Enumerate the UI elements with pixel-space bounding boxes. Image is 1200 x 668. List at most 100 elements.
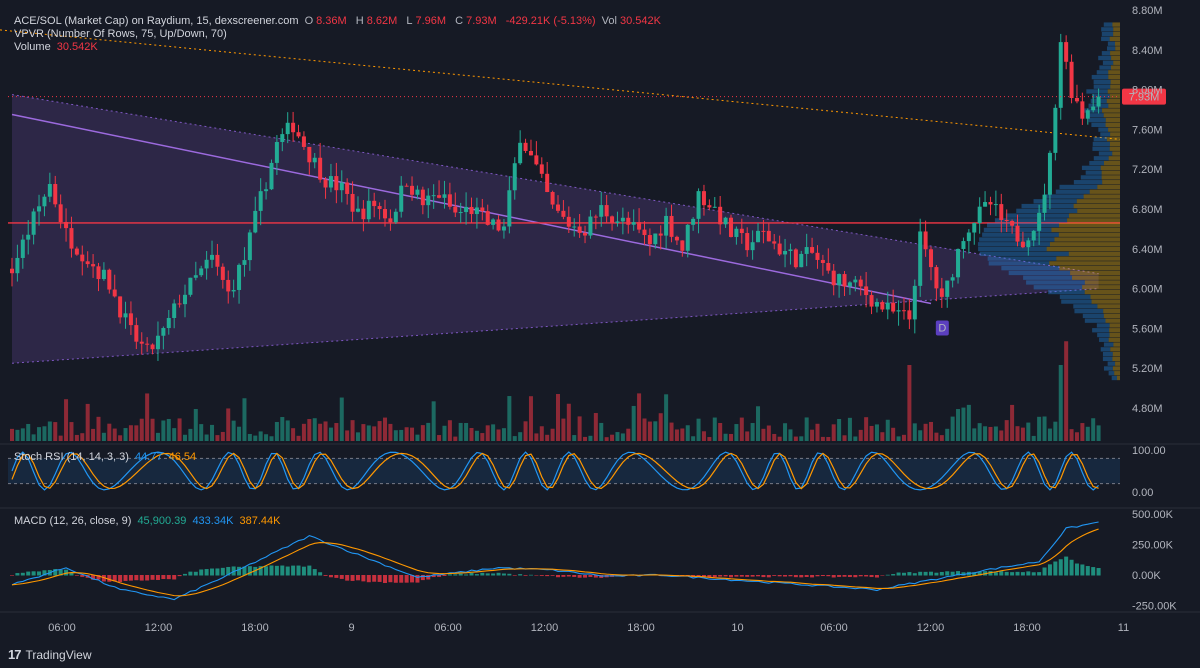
candle-body	[983, 202, 988, 207]
candle-body	[583, 232, 588, 236]
vpvr-row-down	[1072, 275, 1120, 280]
candle-body	[756, 230, 761, 243]
candle-body	[701, 191, 706, 206]
macd-histogram-bar	[561, 575, 566, 577]
macd-histogram-bar	[556, 575, 560, 578]
macd-histogram-bar	[399, 575, 404, 583]
vpvr-row-up	[977, 242, 1050, 247]
candle-body	[669, 215, 674, 237]
macd-histogram-bar	[539, 575, 544, 576]
macd-histogram-bar	[442, 575, 447, 576]
price-tick-label: 5.20M	[1132, 363, 1163, 375]
macd-histogram-bar	[528, 574, 533, 576]
volume-bar	[810, 429, 815, 441]
volume-bar	[983, 426, 988, 441]
vpvr-row-down	[1108, 156, 1120, 161]
volume-bar	[264, 434, 269, 441]
macd-histogram-bar	[204, 569, 209, 576]
candle-body	[199, 268, 204, 276]
vpvr-label: VPVR (Number Of Rows, 75, Up/Down, 70)	[14, 28, 227, 40]
candle-body	[864, 286, 869, 296]
vpvr-row-down	[1116, 375, 1120, 381]
vpvr-row-down	[1101, 170, 1120, 175]
vpvr-row-up	[1021, 203, 1074, 209]
stoch-rsi-legend[interactable]: Stoch RSI (14, 14, 3, 3) 44.77 46.54	[14, 450, 199, 464]
vpvr-row-down	[1056, 256, 1120, 261]
volume-bar	[512, 436, 517, 441]
macd-histogram-bar	[750, 575, 755, 577]
volume-bar	[993, 426, 998, 441]
candle-body	[237, 264, 242, 290]
volume-bar	[247, 433, 252, 441]
volume-bar	[53, 422, 58, 441]
macd-histogram-bar	[804, 575, 809, 578]
macd-histogram-bar	[242, 566, 247, 576]
candle-body	[956, 248, 961, 278]
macd-histogram-bar	[874, 575, 879, 578]
vpvr-row-up	[1008, 270, 1071, 276]
volume-bar	[274, 421, 279, 441]
vpvr-row-up	[986, 223, 1060, 228]
candle-body	[664, 215, 669, 236]
macd-signal-line	[11, 528, 1099, 597]
volume-bar	[545, 434, 550, 441]
vpvr-legend[interactable]: VPVR (Number Of Rows, 75, Up/Down, 70)	[14, 27, 230, 41]
candle-body	[274, 142, 279, 163]
macd-histogram-bar	[258, 566, 263, 576]
candle-body	[1080, 101, 1085, 119]
macd-histogram-bar	[247, 566, 252, 576]
vpvr-row-down	[1084, 280, 1120, 285]
tradingview-footer[interactable]: 17 TradingView	[8, 647, 92, 662]
volume-bar	[1010, 404, 1015, 441]
macd-histogram-bar	[226, 566, 231, 576]
macd-legend[interactable]: MACD (12, 26, close, 9) 45,900.39 433.34…	[14, 514, 283, 528]
rsi-band	[8, 458, 1120, 484]
volume-bar	[620, 433, 625, 441]
volume-bar	[593, 413, 598, 441]
macd-histogram-bar	[318, 572, 323, 576]
macd-histogram-bar	[523, 575, 528, 576]
macd-histogram-bar	[1058, 559, 1063, 576]
vpvr-row-up	[1098, 55, 1112, 61]
vpvr-row-down	[1108, 74, 1120, 80]
candle-body	[204, 259, 209, 269]
volume-bar	[20, 428, 25, 441]
candle-body	[491, 219, 496, 225]
vpvr-row-up	[1101, 31, 1114, 37]
candle-body	[74, 248, 79, 255]
candle-body	[107, 269, 112, 290]
candle-body	[37, 206, 42, 212]
macd-histogram-bar	[210, 568, 215, 576]
candle-body	[410, 185, 415, 195]
volume-legend[interactable]: Volume 30.542K	[14, 40, 101, 54]
macd-histogram-bar	[112, 575, 117, 582]
vpvr-row-down	[1115, 46, 1120, 51]
volume-bar	[853, 436, 858, 441]
volume-bar	[674, 429, 679, 441]
candle-body	[215, 254, 220, 267]
candle-body	[993, 204, 998, 206]
macd-histogram-bar	[199, 569, 204, 576]
volume-bar	[847, 417, 852, 441]
macd-histogram-bar	[280, 565, 285, 576]
stoch-rsi-d: 46.54	[168, 451, 197, 463]
macd-histogram-bar	[474, 574, 479, 576]
candle-body	[377, 206, 382, 210]
candle-body	[512, 163, 517, 191]
volume-bar	[901, 434, 906, 441]
price-tick-label: 8.80M	[1132, 5, 1163, 17]
time-tick-label: 06:00	[48, 622, 76, 634]
candle-body	[691, 218, 696, 225]
candle-body	[1042, 194, 1047, 213]
macd-histogram-bar	[350, 575, 355, 581]
vpvr-row-down	[1091, 299, 1120, 304]
macd-histogram-bar	[588, 575, 593, 577]
candle-body	[783, 251, 788, 255]
candle-body	[150, 344, 155, 350]
candle-body	[1091, 106, 1096, 111]
vpvr-row-up	[1089, 160, 1104, 166]
volume-bar	[707, 437, 712, 441]
candle-body	[745, 233, 750, 251]
vpvr-row-down	[1112, 151, 1120, 156]
